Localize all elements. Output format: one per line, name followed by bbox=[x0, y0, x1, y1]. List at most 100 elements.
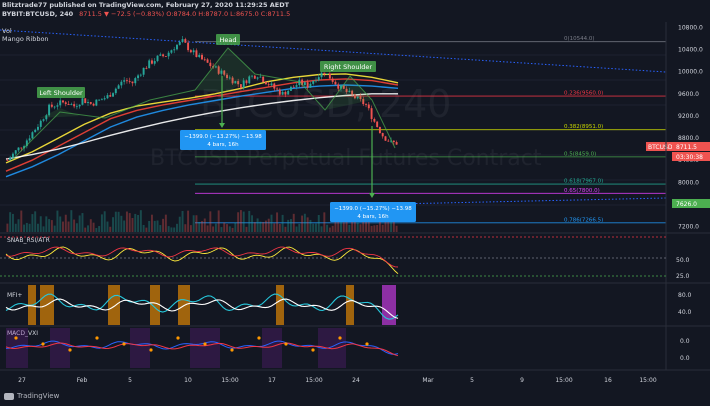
macd-dot bbox=[230, 348, 234, 352]
volume-bar bbox=[64, 214, 67, 232]
mfi-line bbox=[5, 293, 399, 320]
candle-body bbox=[70, 104, 73, 105]
candle-body bbox=[356, 96, 359, 99]
time-tick: 15:00 bbox=[305, 377, 322, 384]
volume-bar bbox=[298, 223, 301, 232]
candle-body bbox=[376, 121, 379, 128]
candle-body bbox=[50, 104, 53, 107]
candle-body bbox=[245, 80, 248, 84]
measure1-box[interactable] bbox=[180, 130, 266, 150]
volume-bar bbox=[228, 226, 231, 232]
fib-level-label: 0.65(7800.0) bbox=[564, 188, 600, 194]
volume-bar bbox=[198, 221, 201, 232]
indicator-line bbox=[5, 246, 399, 275]
candle-body bbox=[62, 100, 64, 103]
tradingview-logo[interactable]: TradingView bbox=[4, 392, 59, 400]
ohlc-readout: 8711.5 ▼ −72.5 (−0.83%) O:8784.0 H:8787.… bbox=[79, 10, 291, 18]
macd-dot bbox=[311, 348, 315, 352]
volume-bar bbox=[214, 223, 217, 232]
candle-body bbox=[142, 67, 145, 75]
price-badge-text: 8711.5 bbox=[676, 144, 697, 151]
candle-body bbox=[162, 54, 165, 57]
indicator-line bbox=[5, 340, 399, 355]
volume-bar bbox=[98, 226, 101, 232]
candle-body bbox=[381, 133, 384, 137]
rsi-tick: 25.0 bbox=[676, 273, 690, 280]
left-shoulder-label-bg bbox=[37, 87, 85, 98]
volume-bar bbox=[381, 224, 384, 232]
candle-body bbox=[67, 104, 70, 105]
candle-body bbox=[9, 157, 12, 161]
volume-bar bbox=[148, 220, 151, 232]
ribbon-legend[interactable]: Mango Ribbon bbox=[2, 35, 49, 43]
candle-body bbox=[264, 82, 267, 85]
candle-body bbox=[378, 127, 381, 134]
candle-body bbox=[237, 81, 240, 85]
countdown-text: 03:30:38 bbox=[676, 154, 703, 161]
volume-bar bbox=[301, 215, 304, 232]
watermark-desc: BTCUSD Perpetual Futures Contract bbox=[150, 146, 542, 171]
fib-level-label: 0.5(8459.0) bbox=[564, 151, 596, 157]
hs-pattern[interactable] bbox=[11, 47, 396, 161]
volume-bar bbox=[267, 218, 270, 232]
mfi-title: MFI+ bbox=[7, 292, 22, 299]
candle-body bbox=[217, 66, 220, 74]
volume-bar bbox=[100, 214, 103, 232]
volume-bar bbox=[251, 215, 254, 232]
candle-body bbox=[253, 75, 256, 79]
volume-bar bbox=[131, 218, 134, 232]
symbol-label[interactable]: BYBIT:BTCUSD, 240 bbox=[2, 10, 74, 18]
candle-body bbox=[367, 104, 370, 109]
ribbon-line bbox=[5, 84, 399, 178]
volume-bar bbox=[326, 224, 329, 232]
volume-bar bbox=[378, 219, 381, 232]
volume-bar bbox=[73, 219, 76, 232]
candle-body bbox=[220, 70, 223, 74]
volume-bar bbox=[109, 226, 112, 232]
volume-bar bbox=[31, 214, 34, 232]
candle-body bbox=[270, 83, 273, 86]
candle-body bbox=[256, 77, 259, 79]
candle-body bbox=[145, 67, 148, 69]
volume-bar bbox=[253, 222, 256, 232]
time-tick: 17 bbox=[268, 377, 276, 384]
vol-legend[interactable]: Vol bbox=[2, 27, 12, 35]
indicator-line bbox=[5, 342, 399, 357]
volume-bar bbox=[142, 224, 145, 232]
candle-body bbox=[11, 153, 14, 158]
volume-bar bbox=[359, 224, 362, 232]
time-tick: 9 bbox=[520, 377, 524, 384]
volume-bar bbox=[36, 223, 39, 232]
candle-body bbox=[123, 80, 126, 82]
time-axis[interactable]: 27 Feb 5 10 15:00 17 15:00 24 Mar 5 9 15:00 16 15:00 bbox=[18, 377, 657, 384]
candle-body bbox=[384, 136, 387, 141]
candle-body bbox=[326, 73, 329, 75]
candle-body bbox=[337, 84, 340, 89]
mfi-zone bbox=[382, 285, 396, 325]
volume-bar bbox=[23, 224, 26, 232]
macd-zone bbox=[190, 328, 220, 368]
volume-bar bbox=[395, 225, 398, 232]
candle-body bbox=[45, 115, 48, 120]
measure2-box[interactable] bbox=[330, 202, 416, 222]
fib-level-label: 0.382(8951.0) bbox=[564, 124, 603, 130]
volume-bar bbox=[62, 221, 64, 232]
candle-body bbox=[128, 80, 131, 82]
measure2-arrowhead bbox=[369, 193, 375, 198]
volume-bar bbox=[292, 213, 295, 232]
volume-bar bbox=[164, 214, 167, 232]
green-badge-text: 7626.0 bbox=[676, 201, 697, 208]
price-tick: 10400.0 bbox=[678, 47, 703, 54]
volume-bar bbox=[365, 214, 368, 232]
candle-body bbox=[278, 89, 281, 95]
candle-body bbox=[353, 94, 356, 99]
fib-level-label: 0.618(7967.0) bbox=[564, 179, 603, 185]
fib-retracement[interactable]: 0(10544.0) 0.236(9560.0) 0.382(8951.0) 0.5(… bbox=[195, 36, 666, 223]
indicator-line bbox=[5, 298, 399, 319]
candle-body bbox=[28, 138, 31, 141]
volume-bar bbox=[273, 223, 276, 232]
volume-bar bbox=[14, 223, 17, 232]
candle-body bbox=[292, 86, 295, 88]
macd-tick: 0.0 bbox=[680, 355, 690, 362]
candle-body bbox=[139, 74, 142, 76]
